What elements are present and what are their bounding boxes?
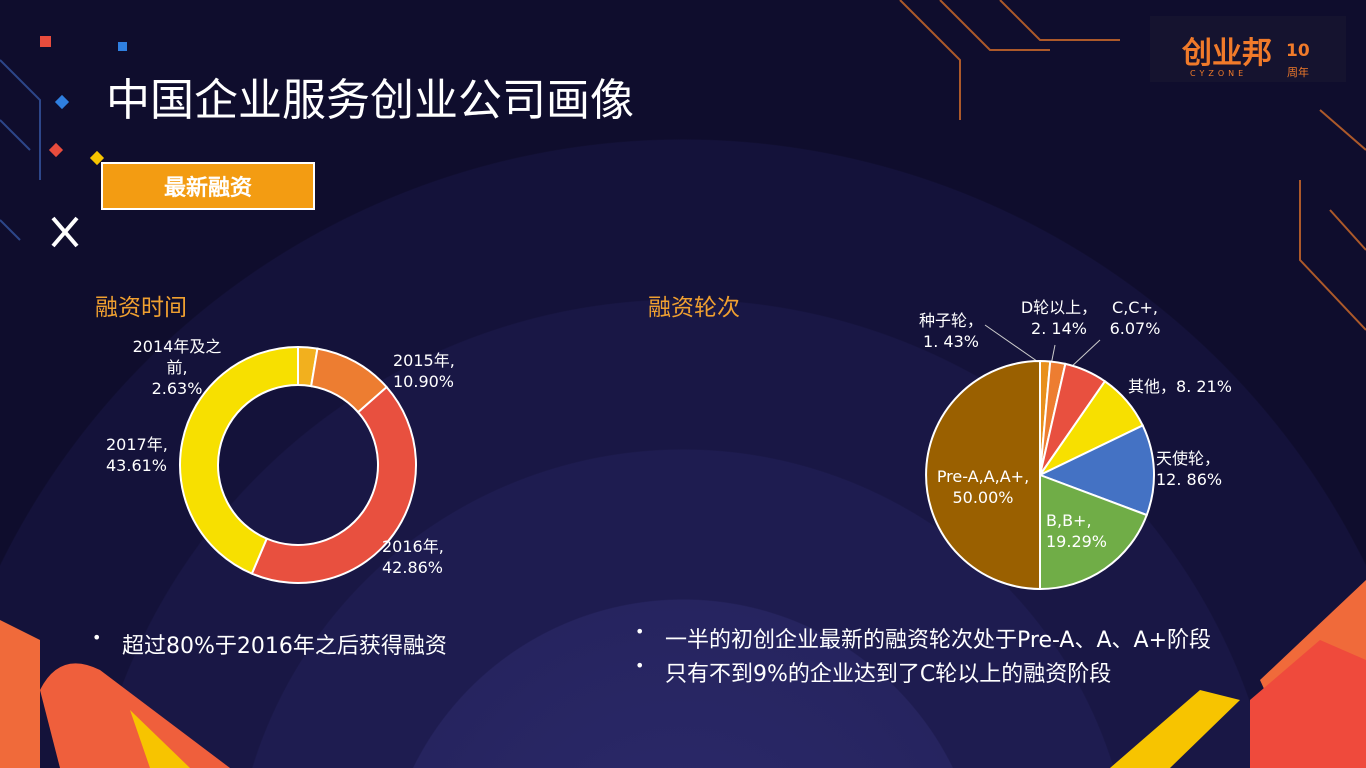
value-label: 8. 21% bbox=[1176, 377, 1232, 396]
chart-title: 融资轮次 bbox=[648, 295, 740, 321]
decoration bbox=[51, 216, 79, 248]
data-label: Pre-A,A,A+, 50.00% bbox=[928, 466, 1038, 508]
note: 只有不到9%的企业达到了C轮以上的融资阶段 bbox=[635, 656, 1111, 688]
logo-badge: 10 bbox=[1286, 41, 1310, 61]
category: D轮以上， bbox=[1020, 298, 1098, 317]
decoration bbox=[54, 94, 70, 110]
category: 其他， bbox=[1128, 377, 1177, 396]
data-label: C,C+, 6.07% bbox=[1100, 297, 1170, 339]
donut-slice bbox=[179, 345, 299, 575]
category: 2017年, bbox=[106, 435, 168, 454]
decoration bbox=[48, 142, 64, 158]
decoration bbox=[118, 42, 127, 51]
decoration bbox=[1110, 690, 1240, 768]
donut-slice bbox=[250, 385, 417, 584]
badge-box bbox=[101, 162, 315, 210]
category: 2014年及之前, bbox=[132, 337, 222, 377]
value-label: 2. 14% bbox=[1031, 319, 1087, 338]
note: 超过80%于2016年之后获得融资 bbox=[92, 628, 447, 660]
logo-year: 周年 bbox=[1287, 65, 1309, 79]
value-label: 10.90% bbox=[393, 372, 455, 391]
category: 2016年, bbox=[382, 537, 444, 556]
data-label: B,B+, 19.29% bbox=[1046, 510, 1116, 552]
logo-box bbox=[1150, 16, 1346, 82]
decoration bbox=[130, 710, 190, 768]
logo-sub: CYZONE bbox=[1190, 69, 1247, 78]
data-label: 其他，8. 21% bbox=[1128, 376, 1248, 397]
data-label: 2017年, 43.61% bbox=[106, 434, 186, 476]
data-label: 2014年及之前, 2.63% bbox=[132, 336, 222, 399]
value-label: 19.29% bbox=[1046, 532, 1108, 551]
chart-title: 融资时间 bbox=[95, 295, 187, 321]
category: Pre-A,A,A+, bbox=[936, 467, 1030, 486]
decoration bbox=[0, 620, 40, 768]
slide-title: 中国企业服务创业公司画像 bbox=[106, 75, 634, 126]
category: B,B+, bbox=[1046, 511, 1092, 530]
pie-slice bbox=[1037, 424, 1155, 517]
value-label: 50.00% bbox=[952, 488, 1014, 507]
category: 2015年, bbox=[393, 351, 455, 370]
value-label: 1. 43% bbox=[923, 332, 979, 351]
data-label: 2016年, 42.86% bbox=[382, 536, 462, 578]
note: 一半的初创企业最新的融资轮次处于Pre-A、A、A+阶段 bbox=[635, 622, 1211, 654]
value-label: 6.07% bbox=[1109, 319, 1161, 338]
decoration bbox=[40, 36, 51, 47]
category: C,C+, bbox=[1112, 298, 1158, 317]
data-label: D轮以上， 2. 14% bbox=[1014, 297, 1104, 339]
category: 种子轮， bbox=[918, 311, 983, 330]
value-label: 2.63% bbox=[151, 379, 203, 398]
decoration bbox=[1250, 640, 1366, 768]
data-label: 种子轮， 1. 43% bbox=[916, 310, 986, 352]
pie-slice bbox=[925, 359, 1041, 591]
value-label: 42.86% bbox=[382, 558, 444, 577]
pie-slice bbox=[1039, 473, 1149, 591]
category: 天使轮， bbox=[1156, 449, 1221, 468]
data-label: 2015年, 10.90% bbox=[393, 350, 473, 392]
decoration bbox=[0, 0, 1366, 331]
value-label: 43.61% bbox=[106, 456, 168, 475]
value-label: 12. 86% bbox=[1156, 470, 1223, 489]
logo: 创业邦 bbox=[1181, 36, 1272, 71]
data-label: 天使轮， 12. 86% bbox=[1156, 448, 1236, 490]
badge: 最新融资 bbox=[164, 175, 252, 201]
